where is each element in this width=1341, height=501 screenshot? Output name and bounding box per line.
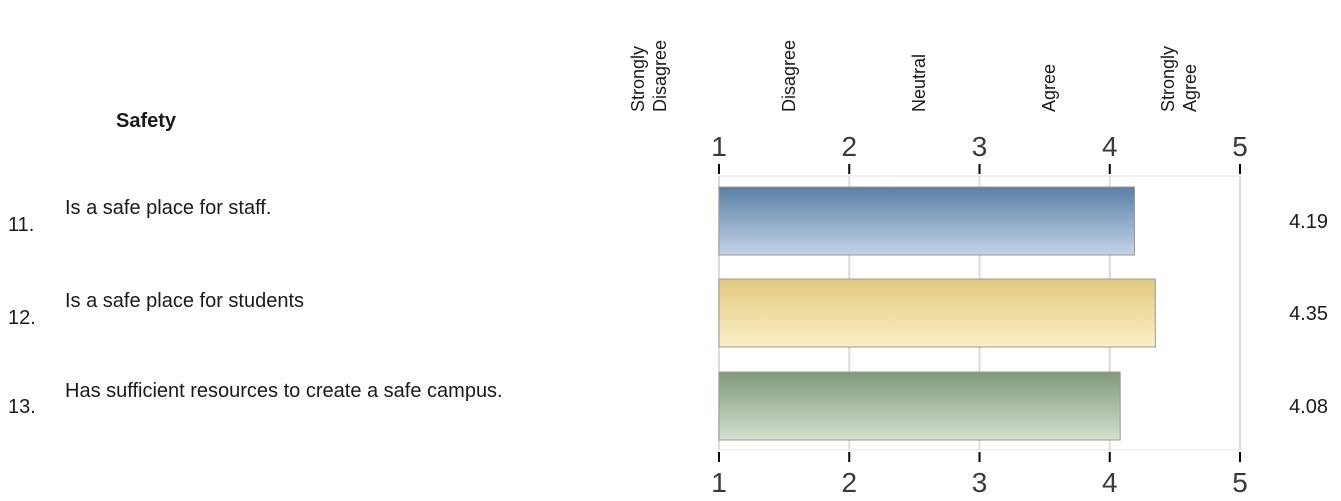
scale-label: Agree [1180,64,1200,112]
scale-label: Disagree [779,40,799,112]
tick-label-bottom: 5 [1232,467,1248,498]
value-label: 4.08 [1289,396,1328,418]
section-title: Safety [116,110,177,132]
scale-label: Neutral [909,54,929,112]
item-text: Is a safe place for students [65,290,305,312]
item-text: Is a safe place for staff. [65,197,272,219]
item-number: 11. [8,214,35,236]
scale-label: Disagree [650,40,670,112]
bar-item-13 [718,371,1121,441]
tick-label-bottom: 2 [841,467,857,498]
bar-item-11 [718,186,1135,256]
tick-label-top: 4 [1102,131,1118,162]
tick-label-top: 1 [711,131,727,162]
survey-item-12: 12. Is a safe place for students [8,289,628,329]
scale-label: Strongly [628,46,648,112]
bar-item-12 [718,278,1156,348]
survey-item-13: 13. Has sufficient resources to create a… [8,380,628,441]
tick-label-bottom: 1 [711,467,727,498]
tick-label-top: 5 [1232,131,1248,162]
value-label: 4.35 [1289,303,1328,325]
tick-label-top: 3 [972,131,988,162]
tick-label-bottom: 4 [1102,467,1118,498]
survey-item-11: 11. Is a safe place for staff. [8,196,628,236]
scale-label: Strongly [1158,46,1178,112]
tick-label-bottom: 3 [972,467,988,498]
item-number: 13. [8,396,36,418]
item-text: Has sufficient resources to create a saf… [65,380,503,402]
value-label: 4.19 [1289,211,1328,233]
scale-label: Agree [1039,64,1059,112]
tick-label-top: 2 [841,131,857,162]
item-number: 12. [8,307,36,329]
